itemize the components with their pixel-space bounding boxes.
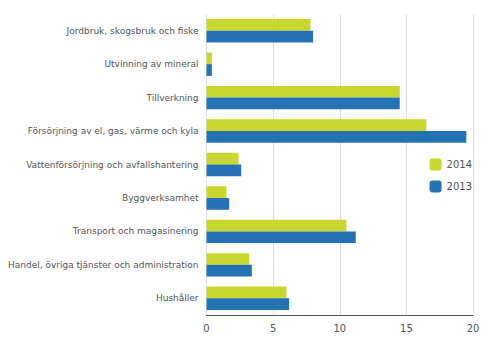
svg-text:0: 0	[203, 323, 209, 334]
svg-text:5: 5	[270, 323, 276, 334]
svg-text:20: 20	[467, 323, 480, 334]
svg-text:Transport och magasinering: Transport och magasinering	[72, 226, 199, 236]
svg-text:Försörjning av el, gas, värme: Försörjning av el, gas, värme och kyla	[28, 126, 199, 136]
svg-text:Jordbruk, skogsbruk och fiske: Jordbruk, skogsbruk och fiske	[66, 26, 199, 36]
svg-text:15: 15	[400, 323, 413, 334]
svg-text:2014: 2014	[447, 159, 472, 170]
svg-text:10: 10	[333, 323, 346, 334]
svg-text:Handel, övriga tjänster och ad: Handel, övriga tjänster och administrati…	[8, 260, 199, 270]
svg-text:Utvinning av mineral: Utvinning av mineral	[104, 59, 198, 69]
svg-text:Hushåller: Hushåller	[156, 293, 199, 303]
svg-text:2013: 2013	[447, 181, 472, 192]
svg-text:Vattenförsörjning och avfallsh: Vattenförsörjning och avfallshantering	[26, 160, 198, 170]
svg-text:Byggverksamhet: Byggverksamhet	[122, 193, 199, 203]
svg-text:Tillverkning: Tillverkning	[145, 93, 198, 103]
